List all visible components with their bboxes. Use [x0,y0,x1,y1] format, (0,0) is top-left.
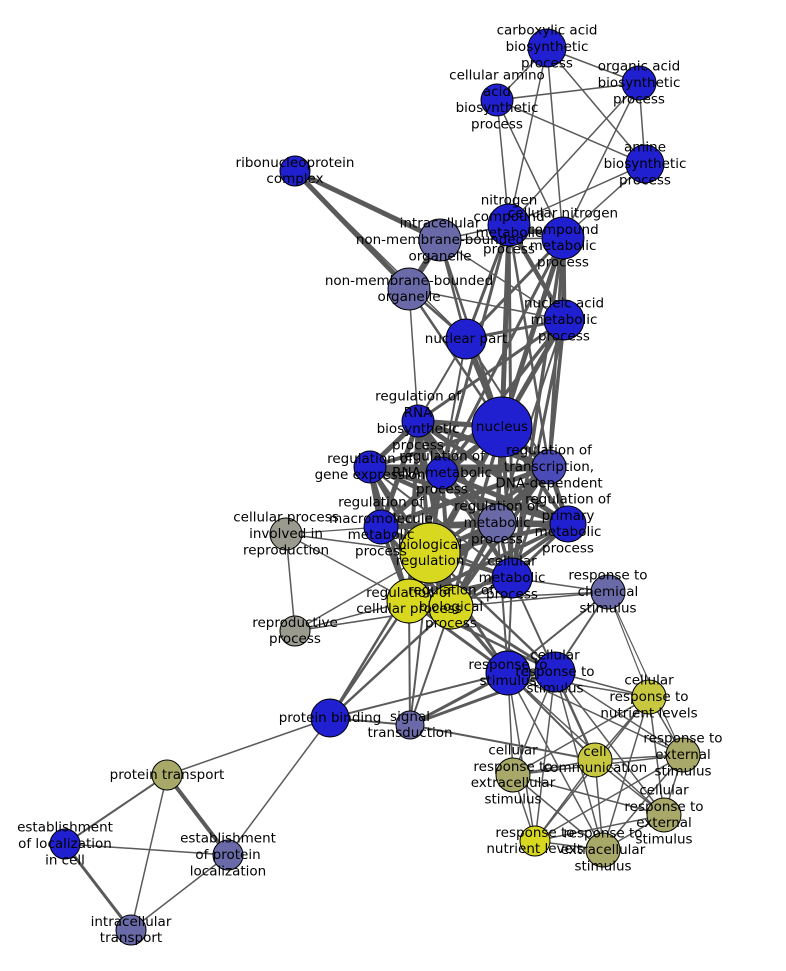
graph-edge [64,843,229,856]
graph-edge [329,672,509,719]
graph-node-organic_acid_biosynthetic[interactable] [621,65,657,101]
graph-node-nuclear_part[interactable] [445,318,487,360]
graph-edge [64,774,168,845]
graph-node-nucleus[interactable] [471,396,533,458]
graph-edge [166,717,331,776]
graph-edge [227,717,331,856]
graph-edge [507,672,604,851]
graph-edge [416,318,566,423]
graph-node-regulation_of_rna_biosynthetic[interactable] [401,404,435,438]
graph-edge [408,288,565,321]
graph-node-protein_binding[interactable] [310,698,350,738]
graph-edge [496,99,646,165]
graph-edge [507,672,650,698]
graph-node-cell_communication[interactable] [577,742,613,778]
graph-node-cellular_metabolic_process[interactable] [491,557,533,599]
graph-node-biological_regulation[interactable] [399,522,461,584]
graph-edge [534,814,665,842]
graph-edge [408,670,557,727]
graph-edge [547,318,566,469]
graph-edge [378,464,552,530]
graph-node-cellular_amino_acid_biosynthetic[interactable] [480,83,514,117]
graph-edge [507,672,665,816]
graph-node-cellular_response_to_external_stimulus[interactable] [646,797,682,833]
graph-edge [407,522,570,603]
graph-edge [499,235,566,430]
graph-edge [285,533,410,602]
graph-edge [512,774,604,851]
graph-edge [507,672,536,842]
graph-edge [130,774,168,931]
graph-edge [546,47,646,165]
graph-edge [496,99,564,239]
graph-node-intracellular_non_membrane_bounded_organelle[interactable] [418,218,462,262]
graph-edge [562,82,640,239]
graph-edge [508,82,640,226]
graph-node-regulation_of_macromolecule_metabolic[interactable] [363,509,399,545]
graph-edge [496,82,640,101]
graph-edge [602,696,650,851]
graph-node-regulation_of_transcription_dna_dependent[interactable] [531,449,567,485]
graph-edge [63,842,133,932]
graph-node-cellular_process_involved_in_reproduction[interactable] [269,517,303,551]
graph-node-amine_biosynthetic[interactable] [625,144,665,184]
graph-edge [440,318,566,475]
graph-node-regulation_of_rna_metabolic[interactable] [425,456,459,490]
graph-node-regulation_of_metabolic_process[interactable] [477,503,517,543]
graph-edge [508,47,548,226]
graph-node-regulation_of_biological_process[interactable] [428,584,474,630]
graph-edge [328,599,411,720]
graph-edge [130,854,229,931]
graph-edge [534,754,684,842]
graph-edge [294,170,467,340]
graph-node-carboxylic_acid_biosynthetic[interactable] [527,28,567,68]
graph-edge [367,464,500,526]
graph-node-establishment_of_protein_localization[interactable] [212,839,244,871]
graph-node-cellular_response_to_stimulus[interactable] [534,651,576,693]
graph-edge [441,338,467,474]
graph-node-regulation_of_gene_expression[interactable] [353,450,387,484]
edges-layer [63,47,684,932]
graph-node-establishment_of_localization_in_cell[interactable] [49,828,81,860]
graph-edge [165,773,230,857]
graph-node-regulation_of_primary_metabolic[interactable] [549,505,587,543]
graph-edge [602,754,684,851]
graph-edge [367,464,571,527]
graph-node-response_to_stimulus[interactable] [485,650,531,696]
graph-node-non_membrane_bounded_organelle[interactable] [387,267,431,311]
graph-node-intracellular_transport[interactable] [115,914,147,946]
graph-edge [512,774,665,816]
graph-node-response_to_extracellular_stimulus[interactable] [585,832,621,868]
graph-edge [507,672,684,756]
graph-node-nucleic_acid_metabolic[interactable] [543,299,585,341]
graph-edge [409,724,596,761]
graph-node-nitrogen_compound_metabolic[interactable] [487,203,531,247]
graph-edge [607,591,650,698]
graph-node-cellular_response_to_extracellular_stimulus[interactable] [495,757,531,793]
graph-node-signal_transduction[interactable] [395,710,425,740]
graph-node-reproductive_process[interactable] [279,615,311,647]
graph-node-response_to_nutrient_levels[interactable] [519,825,551,857]
graph-edge [508,163,646,226]
labels-layer: carboxylic acid biosynthetic process organi… [17,23,723,947]
graph-edge [450,591,609,608]
graph-node-cellular_response_to_nutrient_levels[interactable] [631,679,667,715]
graph-edge [439,239,565,321]
nodes-layer[interactable] [49,28,701,946]
graph-node-response_to_external_stimulus[interactable] [665,737,701,773]
graph-edge [546,47,564,239]
graph-edge [408,288,419,422]
graph-edge [607,591,684,756]
graph-node-response_to_chemical_stimulus[interactable] [590,574,626,610]
graph-node-regulation_of_cellular_process[interactable] [386,578,432,624]
graph-node-ribonucleoprotein_complex[interactable] [279,155,311,187]
graph-node-cellular_nitrogen_compound_metabolic[interactable] [541,216,585,260]
graph-edge [292,168,443,243]
graph-node-protein_transport[interactable] [151,759,183,791]
graph-edge [512,696,650,776]
graph-edge [328,605,453,720]
